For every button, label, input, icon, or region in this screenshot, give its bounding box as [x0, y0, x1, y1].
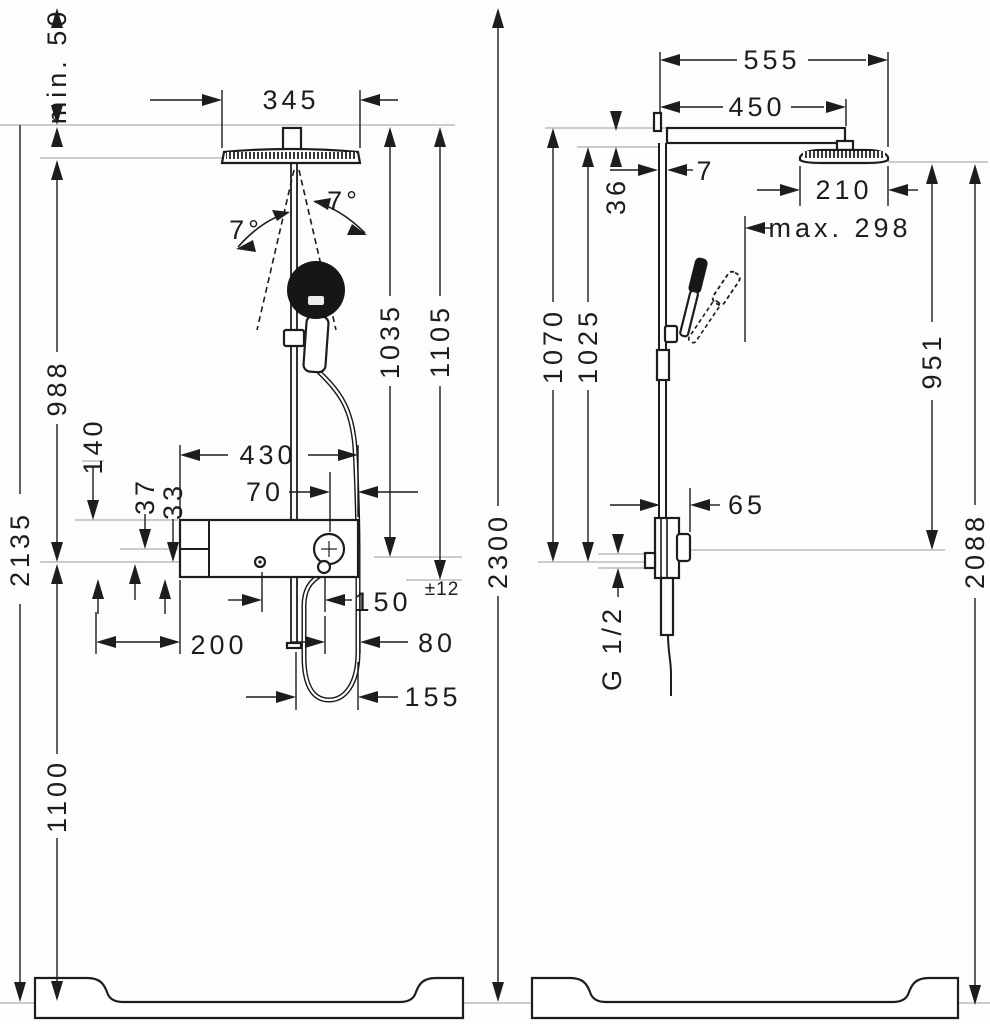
dim-label-450: 450 — [728, 92, 785, 122]
handshower-holder-side — [663, 324, 679, 344]
connection-pipe-tail — [667, 634, 672, 696]
dim-label-988: 988 — [42, 359, 72, 416]
water-connection-nipple — [643, 551, 657, 570]
dim-label-angle-right: 7° — [327, 186, 361, 216]
dim-label-210: 210 — [815, 175, 872, 205]
side-dimensions: 555 450 36 7 210 max. 298 — [538, 45, 990, 1005]
dim-label-430: 430 — [239, 440, 296, 470]
dim-label-33: 33 — [158, 482, 188, 520]
dim-label-36: 36 — [601, 177, 631, 215]
thermostat-valve-side — [643, 516, 692, 696]
dim-label-2135: 2135 — [5, 511, 35, 587]
dim-label-max298: max. 298 — [768, 213, 911, 243]
holder-mount-side — [655, 348, 671, 382]
wall-bracket-side — [652, 111, 663, 133]
dim-label-140: 140 — [78, 417, 108, 474]
side-view — [530, 111, 960, 1020]
hand-shower-handle — [302, 314, 330, 374]
shower-panel-side — [655, 143, 679, 518]
bathtub-front — [33, 976, 465, 1020]
dim-label-1035: 1035 — [375, 303, 405, 379]
dim-label-80: 80 — [418, 628, 456, 658]
dim-label-1105: 1105 — [425, 304, 455, 378]
hand-shower-head — [287, 261, 345, 319]
dim-label-150: 150 — [354, 587, 411, 617]
thermostat-valve-front — [178, 518, 360, 579]
dim-label-1070: 1070 — [538, 308, 568, 384]
dim-label-2088: 2088 — [960, 513, 990, 589]
handshower-holder-front — [282, 328, 306, 348]
dim-label-2300: 2300 — [483, 513, 513, 589]
shower-arm-side — [665, 126, 847, 145]
front-dimensions: min. 50 988 1100 2135 140 37 33 345 7° 7… — [5, 8, 513, 1002]
dim-label-37: 37 — [130, 477, 160, 515]
dim-label-200: 200 — [190, 630, 247, 660]
front-view — [33, 126, 465, 1020]
dim-label-345: 345 — [262, 85, 319, 115]
dim-label-70: 70 — [246, 477, 284, 507]
dim-label-min50: min. 50 — [42, 8, 72, 125]
dim-label-1025: 1025 — [573, 308, 603, 384]
head-joint — [835, 139, 855, 152]
overhead-shower-side-face — [803, 151, 885, 158]
hand-shower-side-max-position — [687, 270, 741, 344]
dim-label-65: 65 — [728, 490, 766, 520]
dim-label-7: 7 — [696, 156, 715, 186]
hand-shower-front — [287, 261, 345, 374]
dim-label-angle-left: 7° — [229, 215, 263, 245]
dim-label-951: 951 — [917, 332, 947, 389]
overhead-shower-spray-face — [226, 152, 356, 159]
valve-knob-side — [675, 532, 692, 563]
dim-label-150-tolerance: ±12 — [425, 579, 460, 600]
ceiling-connector — [281, 126, 303, 153]
hose-outlet — [316, 559, 332, 575]
bathtub-side — [530, 976, 960, 1020]
dim-label-1100: 1100 — [42, 759, 72, 833]
dim-label-155: 155 — [404, 682, 461, 712]
hand-shower-side — [679, 257, 708, 338]
dim-label-g12: G 1/2 — [597, 605, 627, 691]
spray-cone — [236, 169, 367, 331]
dim-label-555: 555 — [743, 45, 800, 75]
